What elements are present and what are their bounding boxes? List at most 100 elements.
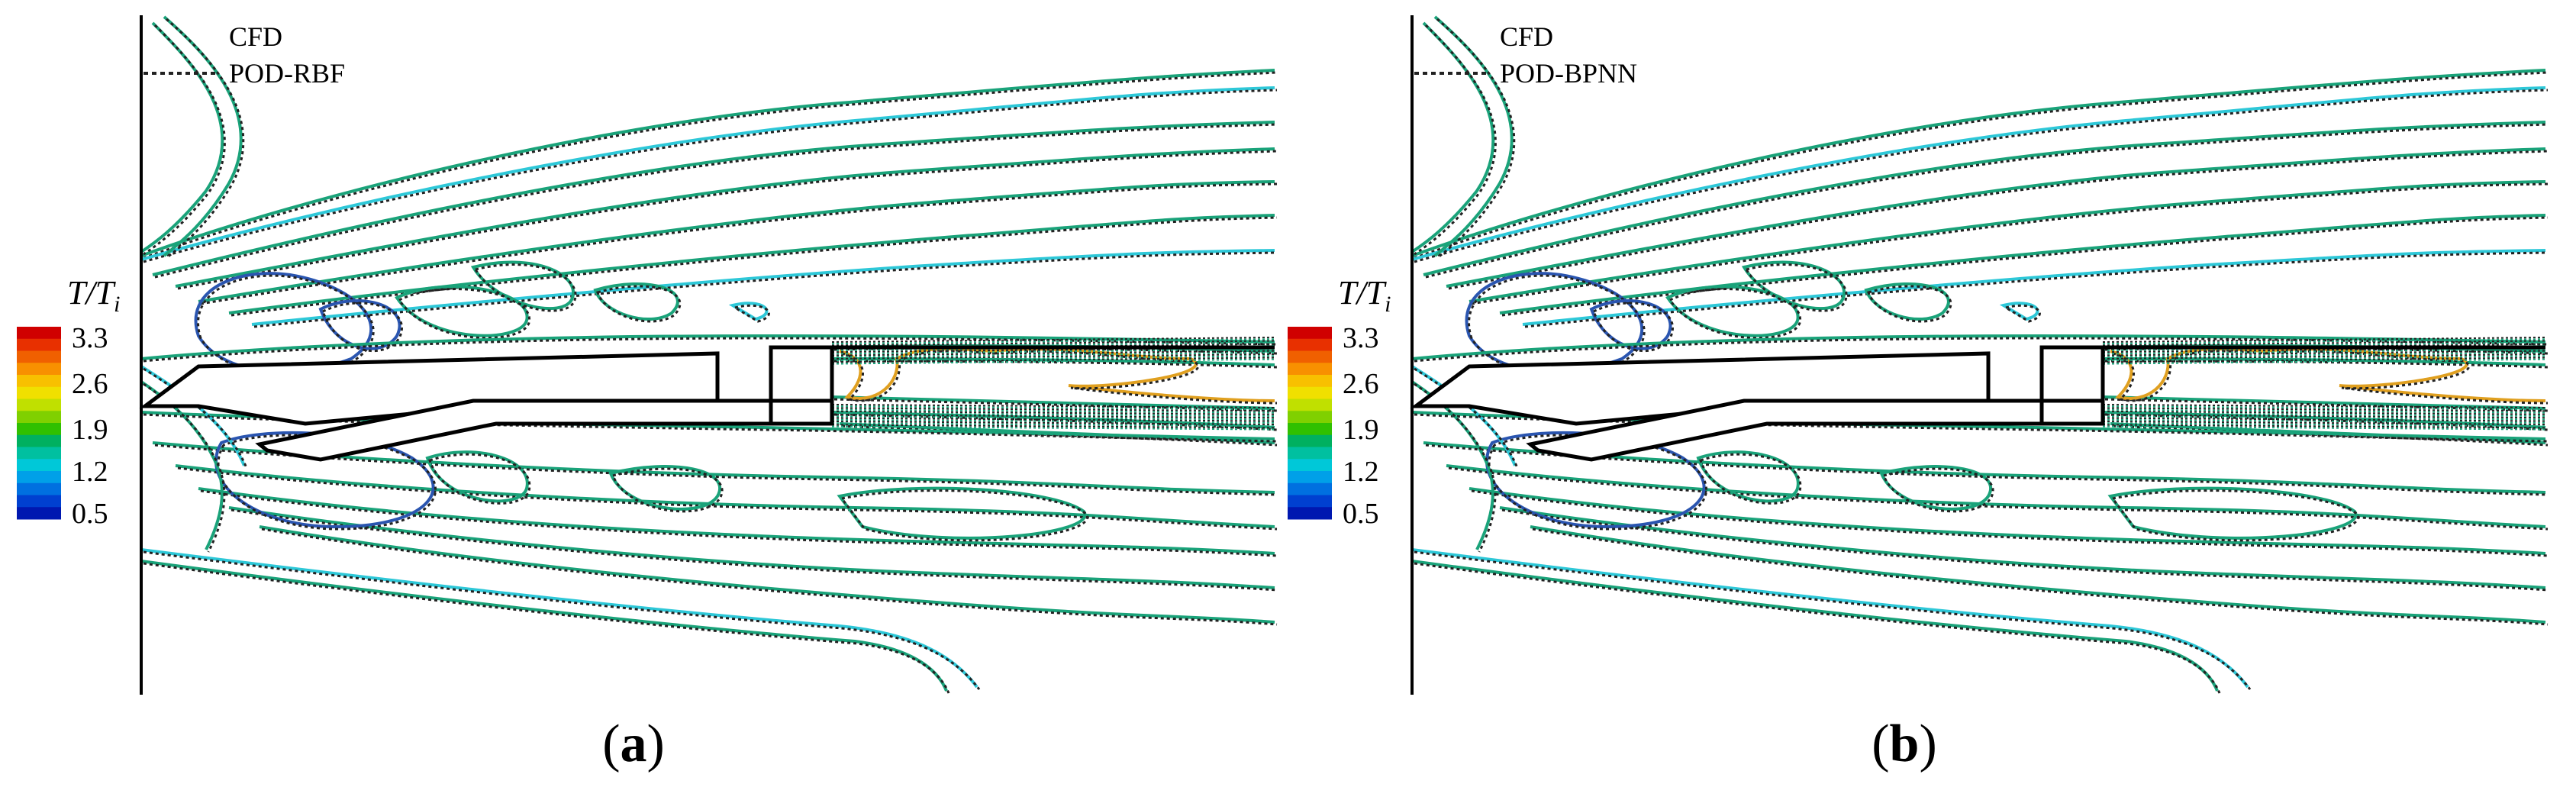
engine-geometry [1410, 345, 2545, 462]
contour-line-pod [1414, 71, 2549, 260]
colorbar: T/Ti3.32.61.91.20.5 [17, 274, 121, 530]
wake-hatch-line [831, 357, 1275, 363]
contour-line-pod [1501, 508, 2549, 592]
colorbar-band [17, 495, 61, 508]
cowl [255, 398, 834, 462]
contour-line-pod [473, 263, 577, 312]
contour-line-pod [154, 444, 1278, 496]
contour-line-pod [143, 71, 1278, 260]
colorbar-band [17, 363, 61, 376]
legend-label: POD-BPNN [1500, 58, 1637, 89]
engine-geometry [139, 345, 1275, 462]
contour-line-cfd [1879, 465, 1992, 511]
contour-line-cfd [1423, 121, 2546, 276]
colorbar-band [1288, 423, 1332, 436]
wake-hatch-line [831, 425, 1275, 431]
wake-hatch-line [831, 347, 1275, 353]
contour-line-pod [2003, 304, 2041, 323]
contour-line-pod [261, 528, 1278, 626]
contour-line-pod [321, 302, 403, 353]
contour-line-cfd [1411, 69, 2546, 257]
contour-line-pod [1668, 288, 1801, 340]
colorbar-tick-label: 3.3 [72, 322, 108, 354]
contour-line-cfd [1499, 506, 2546, 589]
contour-line-pod [177, 466, 1278, 531]
contour-line-pod [1448, 150, 2549, 290]
colorbar-tick-label: 2.6 [72, 368, 108, 400]
contour-line-cfd [251, 249, 1275, 326]
colorbar-band [1288, 459, 1332, 472]
panel-b: CFD POD-BPNN T/Ti 3.3 2.6 1.9 1.2 0.5 [1271, 0, 2553, 797]
contour-line-pod [143, 367, 248, 469]
colorbar-band [1288, 375, 1332, 388]
contour-line-pod [154, 123, 1278, 279]
contour-line-cfd [395, 285, 529, 337]
colorbar-tick-label: 1.2 [72, 456, 108, 488]
colorbar-band [1288, 411, 1332, 424]
contour-line-cfd [608, 465, 721, 511]
wake-hatch-line [2102, 414, 2546, 419]
colorbar-title-main: T/T [1338, 274, 1388, 311]
wake-hatch-line [2102, 407, 2546, 412]
colorbar-band [1288, 327, 1332, 340]
contour-line-pod [253, 251, 1278, 328]
colorbar-band [1288, 471, 1332, 484]
wake-hatch-line [2102, 424, 2546, 429]
contour-line-pod [2104, 360, 2549, 369]
contour-line-pod [2110, 489, 2359, 542]
colorbar-tick-label: 1.9 [1343, 414, 1379, 446]
colorbar-tick-label: 0.5 [1343, 498, 1379, 530]
wake-hatch-line [831, 353, 1275, 360]
contour-line-pod [833, 360, 1278, 369]
contour-line-cfd [1499, 214, 2546, 315]
colorbar-band [17, 398, 61, 411]
legend-label: CFD [229, 21, 282, 52]
wake-hatch-line [2102, 425, 2546, 431]
colorbar: T/Ti3.32.61.91.20.5 [1288, 274, 1391, 530]
colorbar-title-sub: i [1385, 292, 1391, 317]
colorbar-band [1288, 482, 1332, 495]
combustor-block [2039, 345, 2105, 426]
wake-hatch-line [831, 421, 1275, 425]
contour-line-cfd [1522, 249, 2546, 326]
contour-line-pod [143, 24, 226, 256]
contour-line-pod [1414, 562, 2221, 694]
wake-hatch-line [831, 422, 1275, 428]
colorbar-band [17, 434, 61, 447]
wake-hatch-line [831, 414, 1275, 419]
contour-line-pod [1471, 489, 2549, 557]
colorbar-band [1288, 447, 1332, 460]
contour-line-pod [1744, 263, 1848, 312]
contour-line-pod [994, 350, 1278, 405]
contour-line-cfd [198, 180, 1275, 303]
wake-hatch-line [2102, 421, 2546, 425]
contour-line-pod [1699, 453, 1802, 505]
contour-line-pod [177, 150, 1278, 290]
contour-line-pod [1471, 182, 2549, 305]
wake-hatch-line [831, 415, 1275, 421]
contour-line-pod [1425, 444, 2549, 496]
colorbar-band [17, 507, 61, 520]
wake-hatch-line [831, 410, 1275, 415]
contour-line-pod [1414, 89, 2549, 263]
wake-hatch-line [2102, 355, 2546, 362]
colorbar-title-sub: i [114, 292, 120, 317]
contour-line-cfd [2262, 347, 2546, 402]
contour-line-pod [732, 304, 770, 323]
contour-line-cfd [228, 214, 1275, 315]
wake-hatch-line [2102, 415, 2546, 421]
contour-line-cfd [198, 487, 1275, 555]
contour-line-pod [143, 550, 981, 690]
colorbar-band [17, 447, 61, 460]
contour-line-cfd [1411, 21, 1495, 253]
colorbar-band [17, 411, 61, 424]
wake-hatch-line [2102, 357, 2546, 363]
wake-hatch-line [831, 407, 1275, 412]
cowl [1526, 398, 2105, 462]
wake-hatch-line [831, 338, 1275, 345]
contour-line-cfd [140, 69, 1275, 257]
wake-hatch-line [2102, 338, 2546, 345]
contour-line-pod [840, 489, 1088, 542]
wake-hatch-line [2102, 340, 2546, 347]
colorbar-title-main: T/T [67, 274, 117, 311]
